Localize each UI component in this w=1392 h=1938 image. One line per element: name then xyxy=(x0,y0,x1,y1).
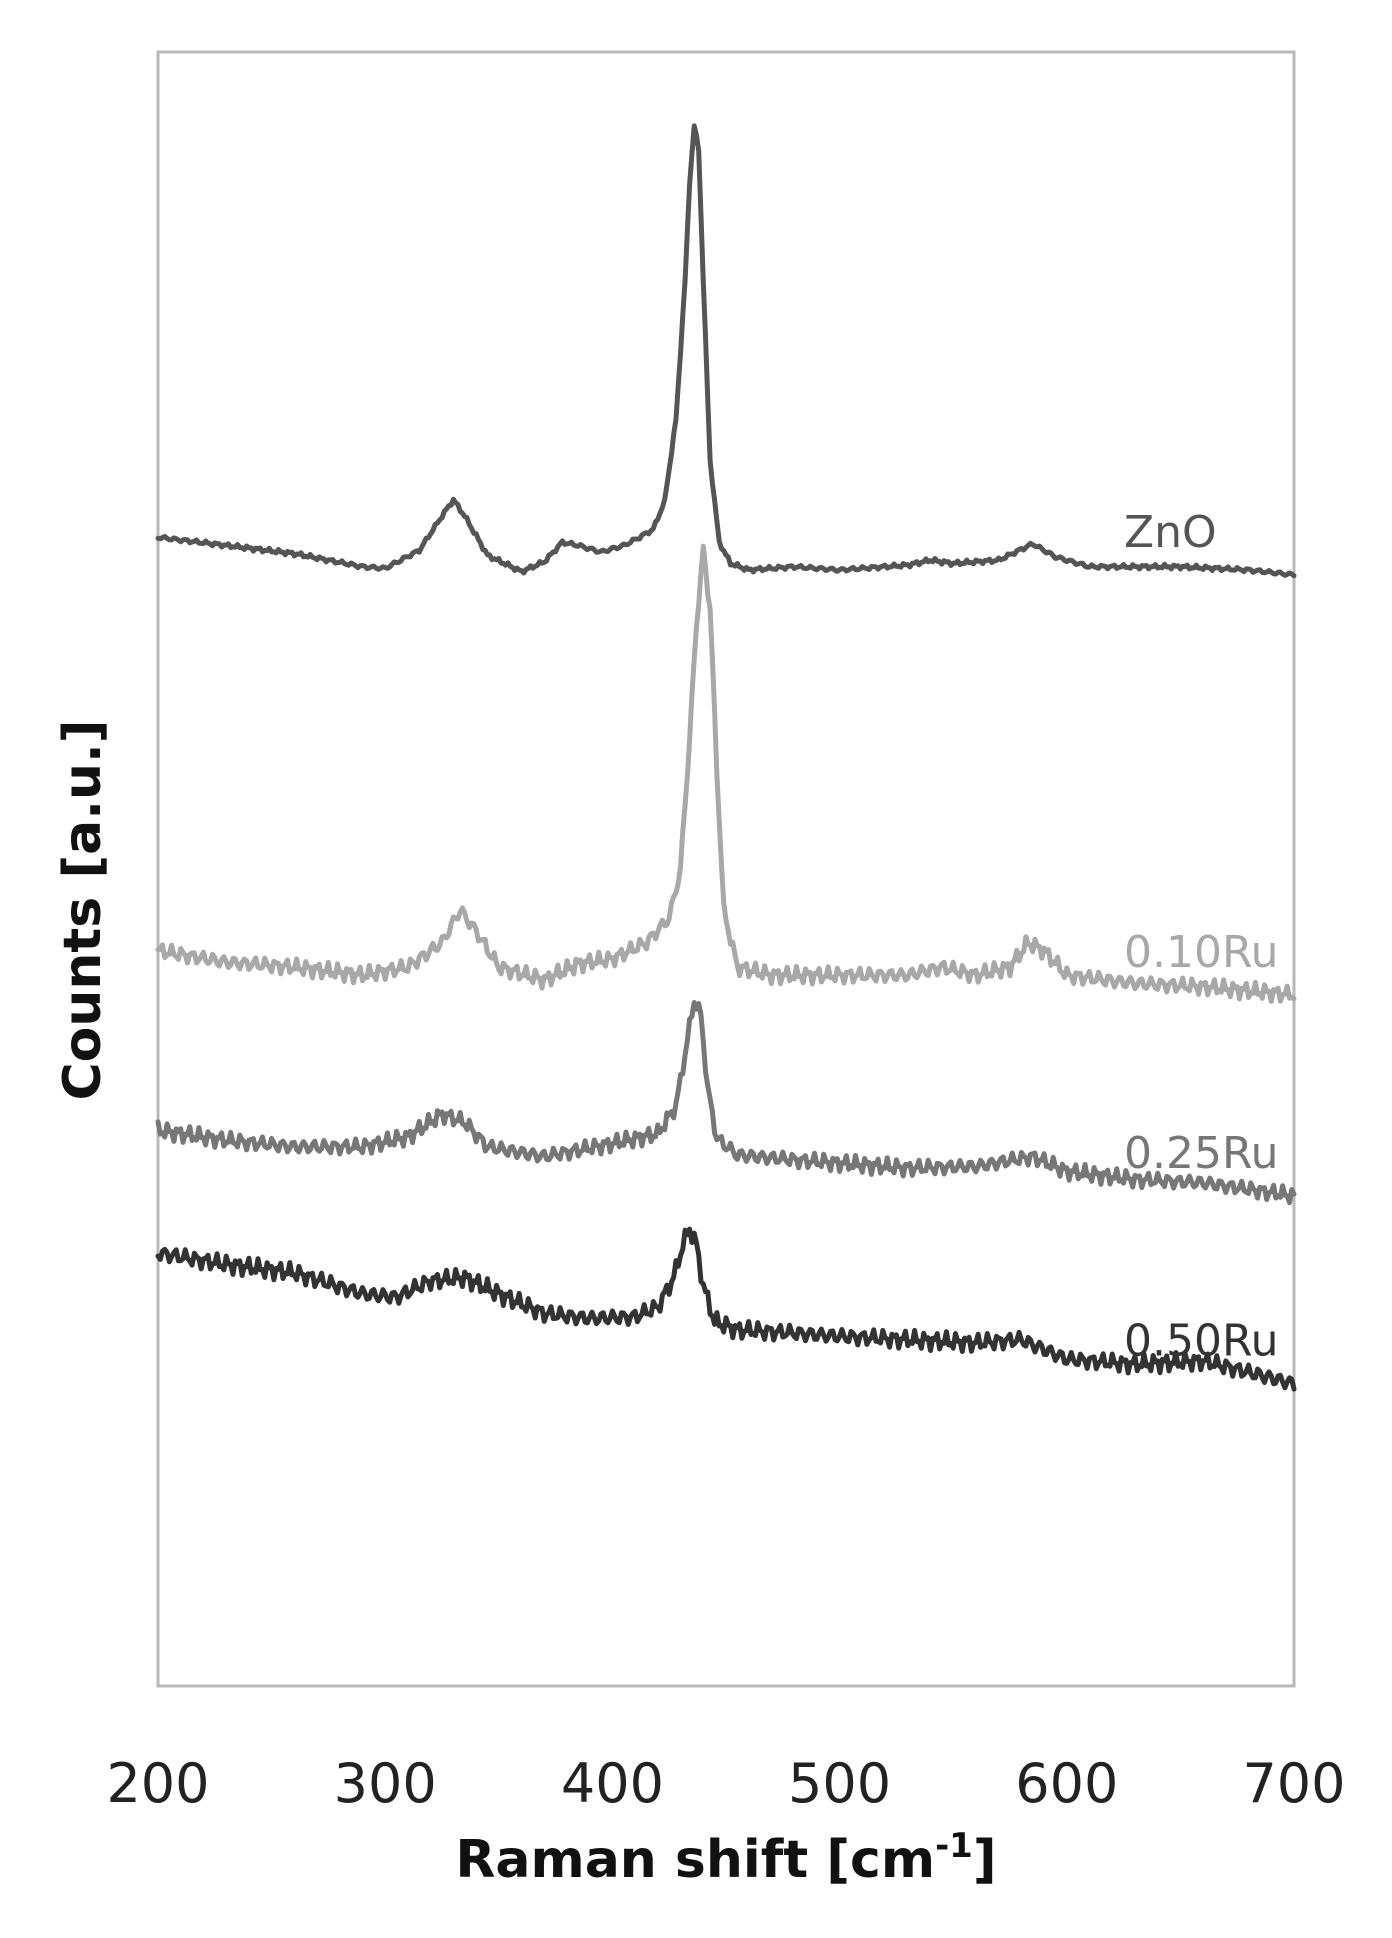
x-tick-label: 300 xyxy=(334,1752,437,1815)
x-tick-label: 500 xyxy=(788,1752,891,1815)
series-label-0.50Ru: 0.50Ru xyxy=(1124,1316,1278,1367)
x-tick-label: 200 xyxy=(106,1752,209,1815)
series-labels: ZnO 0.10Ru 0.25Ru 0.50Ru xyxy=(1124,507,1278,1367)
x-axis-title: Raman shift [cm-1] xyxy=(455,1826,996,1890)
series-line-0.50Ru xyxy=(155,1226,1297,1392)
x-tick-label: 400 xyxy=(561,1752,664,1815)
x-axis-unit-superscript: -1 xyxy=(935,1826,973,1866)
series-line-0.25Ru xyxy=(155,1000,1297,1206)
series-label-0.10Ru: 0.10Ru xyxy=(1124,927,1278,978)
x-tick-label: 600 xyxy=(1015,1752,1118,1815)
x-tick-label: 700 xyxy=(1242,1752,1345,1815)
series-line-ZnO xyxy=(155,123,1297,579)
series-line-0.10Ru xyxy=(155,543,1297,1004)
series-label-ZnO: ZnO xyxy=(1124,507,1217,558)
y-axis-title: Counts [a.u.] xyxy=(53,720,113,1101)
x-tick-labels: 200 300 400 500 600 700 xyxy=(106,1752,1345,1815)
series-label-0.25Ru: 0.25Ru xyxy=(1124,1128,1278,1179)
series-traces xyxy=(155,123,1297,1392)
plot-frame xyxy=(156,50,1296,1688)
